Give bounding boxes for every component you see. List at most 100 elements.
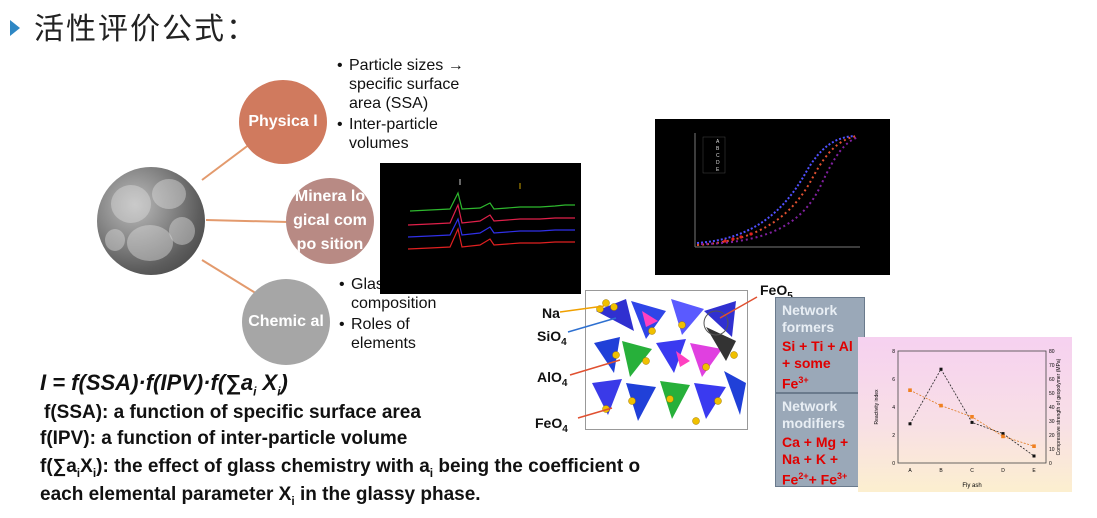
strength-point [970,415,974,419]
reactivity-right-tick: 70 [1049,363,1055,369]
formula-sub-i2: i [277,384,281,399]
reactivity-chart: 0 2 4 6 8 0 10 20 30 40 50 60 70 80 A B C D E Fly ash Re… [858,337,1072,492]
network-formers-header: Network formers [782,302,838,335]
desc4-part-b: in the glassy phase. [294,484,481,505]
reactivity-category-label: E [1032,468,1036,474]
reactivity-left-tick: 6 [892,377,895,383]
reactivity-right-tick: 30 [1049,419,1055,425]
reactivity-ylabel-right: Compressive strength of geopolymer (MPa) [1056,358,1062,455]
xrd-pattern-image [380,163,581,294]
network-formers-body-text: Si + Ti + Al + some Fe [782,338,853,392]
desc3-sub-1: i [76,465,81,480]
network-modifiers-body-text: Ca + Mg + Na + K + Fe [782,434,849,488]
label-sio4-sub: 4 [561,336,567,348]
reactivity-left-tick: 2 [892,433,895,439]
reactivity-right-tick: 0 [1049,461,1052,467]
activity-formula: I = f(SSA)·f(IPV)·f(∑ai Xi) [40,370,288,398]
particle-size-curve-image: A B C D E [655,119,890,275]
reactivity-point [970,420,974,424]
label-na-text: Na [542,305,560,321]
reactivity-series-line [909,368,1035,457]
reactivity-right-tick: 10 [1049,447,1055,453]
physical-bullet-list: Particle sizes → specific surface area (… [337,56,467,155]
label-feo5-text: FeO [760,282,788,298]
label-alo4: AlO4 [537,369,567,389]
description-ipv: f(IPV): a function of inter-particle vol… [40,428,408,449]
chemical-bullet-item: Roles of elements [339,315,459,353]
reactivity-right-tick: 50 [1049,391,1055,397]
curve-legend-item: A [716,139,720,145]
reactivity-point [1001,432,1005,436]
network-modifiers-box: Network modifiers Ca + Mg + Na + K + Fe2… [775,393,865,489]
mineralogical-circle: Minera logical compo sition [286,178,374,264]
reactivity-category-label: C [970,468,974,474]
desc3-part-d: being the coefficient o [433,456,641,477]
network-modifiers-sup2: 3+ [837,471,848,481]
description-elemental-parameter: each elemental parameter Xi in the glass… [40,484,481,508]
description-glass-chemistry: f(∑aiXi): the effect of glass chemistry … [40,456,640,480]
title-bullet-arrow-icon [10,20,20,36]
network-modifiers-sup1: 2+ [798,471,809,481]
curve-legend-item: C [716,153,720,159]
reactivity-right-tick: 60 [1049,377,1055,383]
network-modifiers-body: Ca + Mg + Na + K + Fe2++ Fe3+ [782,434,858,489]
physical-bullet-item: Inter-particle volumes [337,115,467,153]
desc3-part-b: X [80,456,93,477]
fly-ash-sem-photo [97,167,205,275]
curve-legend-item: E [716,167,720,173]
formula-sub-i: i [253,384,257,399]
strength-point [1001,434,1005,439]
network-formers-box: Network formers Si + Ti + Al + some Fe3+ [775,297,865,393]
strength-point [1032,444,1036,448]
reactivity-xlabel: Fly ash [962,483,981,489]
reactivity-point [1032,454,1036,458]
label-alo4-sub: 4 [561,377,568,389]
reactivity-point [939,367,943,371]
reactivity-right-tick: 40 [1049,405,1055,411]
strength-point [939,403,943,408]
desc3-part-a: f(∑a [40,456,77,477]
slide-title: 活性评价公式： [34,12,258,47]
label-alo4-text: AlO [537,369,562,385]
curve-legend-item: D [716,160,720,166]
network-formers-body: Si + Ti + Al + some Fe3+ [782,338,858,393]
reactivity-left-tick: 0 [892,461,895,467]
description-ssa: f(SSA): a function of specific surface a… [44,402,421,423]
slide-title-row: 活性评价公式： [10,6,258,47]
desc3-sub-2: i [92,465,97,480]
physical-circle: Physica l [239,80,327,164]
mineralogical-circle-label: Minera logical compo sition [293,188,367,253]
desc3-sub-3: i [429,465,434,480]
formula-mid: X [256,370,278,395]
label-sio4: SiO4 [537,328,567,348]
formula-close: ) [280,370,288,395]
reactivity-category-label: B [939,468,943,474]
structure-label-pointers [559,296,758,419]
reactivity-right-tick: 80 [1049,349,1055,355]
chemical-circle-label: Chemic al [248,313,324,330]
label-feo4: FeO4 [535,415,568,435]
curve-legend-item: B [716,146,720,152]
reactivity-point [908,422,912,426]
formula-main: I = f(SSA)·f(IPV)·f(∑a [40,370,254,395]
label-feo5-sub: 5 [787,291,793,302]
label-feo4-sub: 4 [562,423,568,435]
reactivity-left-tick: 4 [892,405,895,411]
curve-legend: A B C D E [708,139,720,174]
reactivity-ylabel-left: Reactivity index [874,389,880,425]
label-na: Na [542,305,560,321]
label-feo4-text: FeO [535,415,563,431]
network-modifiers-tail: + Fe [808,471,838,488]
network-modifiers-header: Network modifiers [782,398,846,431]
physical-circle-label: Physica l [248,113,318,130]
strength-point [908,388,912,392]
reactivity-right-tick: 20 [1049,433,1055,439]
desc4-sub: i [291,493,295,508]
desc4-part-a: each elemental parameter X [40,484,292,505]
physical-bullet-item: Particle sizes → specific surface area (… [337,56,467,113]
network-formers-sup: 3+ [798,375,809,385]
chemical-circle: Chemic al [242,279,330,365]
reactivity-left-tick: 8 [892,349,895,355]
reactivity-category-label: A [908,468,912,474]
reactivity-category-label: D [1001,468,1005,474]
